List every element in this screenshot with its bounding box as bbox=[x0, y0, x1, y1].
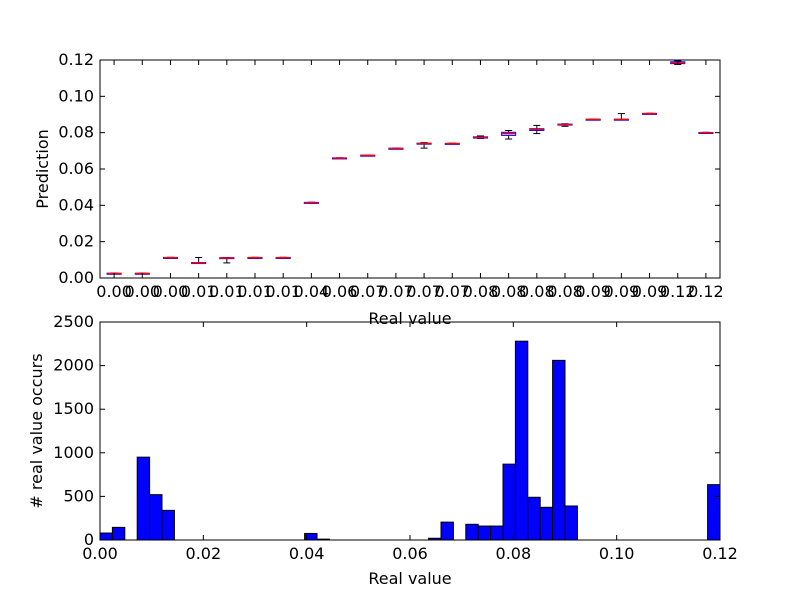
box bbox=[360, 154, 376, 157]
boxplot-x-tick-label: 0.04 bbox=[294, 282, 330, 301]
histogram-y-ticks: 0 500 1000 1500 2000 2500 bbox=[53, 312, 720, 549]
boxplot-x-tick-label: 0.07 bbox=[406, 282, 442, 301]
histogram-x-tick-label: 0.12 bbox=[702, 544, 738, 563]
boxplot-x-tick-label: 0.12 bbox=[688, 282, 724, 301]
boxplot-x-tick-label: 0.00 bbox=[124, 282, 160, 301]
boxplot-y-tick-label: 0.10 bbox=[58, 86, 94, 105]
boxplot-x-tick-label: 0.08 bbox=[491, 282, 527, 301]
boxplot-x-tick-label: 0.01 bbox=[265, 282, 301, 301]
boxplot-x-tick-label: 0.07 bbox=[350, 282, 386, 301]
boxplot-area bbox=[106, 60, 714, 275]
boxplot-y-tick-label: 0.02 bbox=[58, 232, 94, 251]
histogram-y-tick-label: 1500 bbox=[53, 399, 94, 418]
box bbox=[585, 118, 601, 121]
box bbox=[557, 123, 573, 127]
boxplot-x-tick-label: 0.06 bbox=[322, 282, 358, 301]
boxplot-x-tick-label: 0.08 bbox=[463, 282, 499, 301]
histogram-y-tick-label: 2500 bbox=[53, 312, 94, 331]
box bbox=[472, 135, 488, 139]
histogram-x-tick-label: 0.10 bbox=[599, 544, 635, 563]
box bbox=[162, 256, 178, 259]
histogram-bar bbox=[465, 523, 479, 541]
box bbox=[501, 129, 517, 140]
histogram-y-tick-label: 1000 bbox=[53, 443, 94, 462]
histogram-x-ticks: 0.00 0.02 0.04 0.06 0.08 0.10 0.12 bbox=[82, 322, 738, 563]
boxplot-y-tick-label: 0.06 bbox=[58, 159, 94, 178]
histogram-bar bbox=[707, 484, 721, 541]
boxplot-x-tick-label: 0.09 bbox=[575, 282, 611, 301]
boxplot-x-tick-label: 0.01 bbox=[209, 282, 245, 301]
boxplot-x-tick-label: 0.07 bbox=[378, 282, 414, 301]
histogram-bar bbox=[490, 525, 504, 541]
boxplot-chart: 0.000.020.040.060.080.100.12 0.000.000.0… bbox=[33, 50, 724, 328]
histogram-x-axis-label: Real value bbox=[368, 569, 451, 588]
histogram-bar bbox=[136, 456, 151, 541]
histogram-y-tick-label: 0 bbox=[84, 530, 94, 549]
histogram-x-tick-label: 0.00 bbox=[82, 544, 118, 563]
histogram-bar bbox=[161, 509, 175, 541]
histogram-y-axis-label: # real value occurs bbox=[27, 353, 46, 508]
boxplot-y-tick-label: 0.08 bbox=[58, 123, 94, 142]
histogram-bar bbox=[99, 532, 113, 541]
histogram-bar bbox=[552, 359, 566, 541]
histogram-y-tick-label: 2000 bbox=[53, 356, 94, 375]
box bbox=[219, 256, 235, 264]
histogram-x-tick-label: 0.04 bbox=[289, 544, 325, 563]
histogram-bar bbox=[527, 496, 541, 541]
boxplot-x-tick-label: 0.12 bbox=[660, 282, 696, 301]
boxplot-x-tick-label: 0.08 bbox=[547, 282, 583, 301]
histogram-x-tick-label: 0.02 bbox=[186, 544, 222, 563]
histogram-y-tick-label: 500 bbox=[63, 486, 94, 505]
boxplot-x-ticks: 0.000.000.000.010.010.010.010.040.060.07… bbox=[96, 60, 724, 301]
box bbox=[698, 131, 714, 134]
box bbox=[642, 112, 658, 115]
boxplot-x-tick-label: 0.00 bbox=[96, 282, 132, 301]
box bbox=[416, 142, 432, 149]
boxplot-x-tick-label: 0.01 bbox=[237, 282, 273, 301]
boxplot-y-tick-label: 0.04 bbox=[58, 195, 94, 214]
boxplot-y-tick-label: 0.00 bbox=[58, 268, 94, 287]
boxplot-x-axis-label: Real value bbox=[368, 309, 451, 328]
histogram-bar bbox=[440, 521, 454, 541]
boxplot-y-ticks: 0.00 0.02 0.04 0.06 0.08 0.10 0.12 bbox=[58, 50, 720, 287]
histogram-bar bbox=[564, 505, 578, 541]
box bbox=[388, 147, 404, 150]
box bbox=[332, 157, 348, 160]
histogram-bar bbox=[514, 340, 529, 541]
boxplot-x-tick-label: 0.09 bbox=[632, 282, 668, 301]
boxplot-x-tick-label: 0.00 bbox=[153, 282, 189, 301]
boxplot-x-tick-label: 0.07 bbox=[434, 282, 470, 301]
box bbox=[613, 113, 629, 121]
box bbox=[303, 201, 319, 204]
histogram-area bbox=[99, 340, 721, 541]
boxplot-y-axis-label: Prediction bbox=[33, 129, 52, 208]
histogram-bar bbox=[149, 494, 163, 541]
boxplot-y-tick-label: 0.12 bbox=[58, 50, 94, 69]
box bbox=[444, 142, 460, 145]
box bbox=[275, 256, 291, 259]
histogram-bar bbox=[477, 525, 492, 541]
boxplot-x-tick-label: 0.01 bbox=[181, 282, 217, 301]
histogram-x-tick-label: 0.06 bbox=[392, 544, 428, 563]
box bbox=[247, 256, 263, 259]
boxplot-x-tick-label: 0.09 bbox=[604, 282, 640, 301]
box bbox=[191, 256, 207, 265]
boxplot-x-tick-label: 0.08 bbox=[519, 282, 555, 301]
histogram-bar bbox=[539, 506, 554, 541]
box bbox=[529, 124, 545, 135]
histogram-bar bbox=[502, 463, 516, 541]
histogram-x-tick-label: 0.08 bbox=[496, 544, 532, 563]
histogram-bar bbox=[111, 526, 126, 541]
